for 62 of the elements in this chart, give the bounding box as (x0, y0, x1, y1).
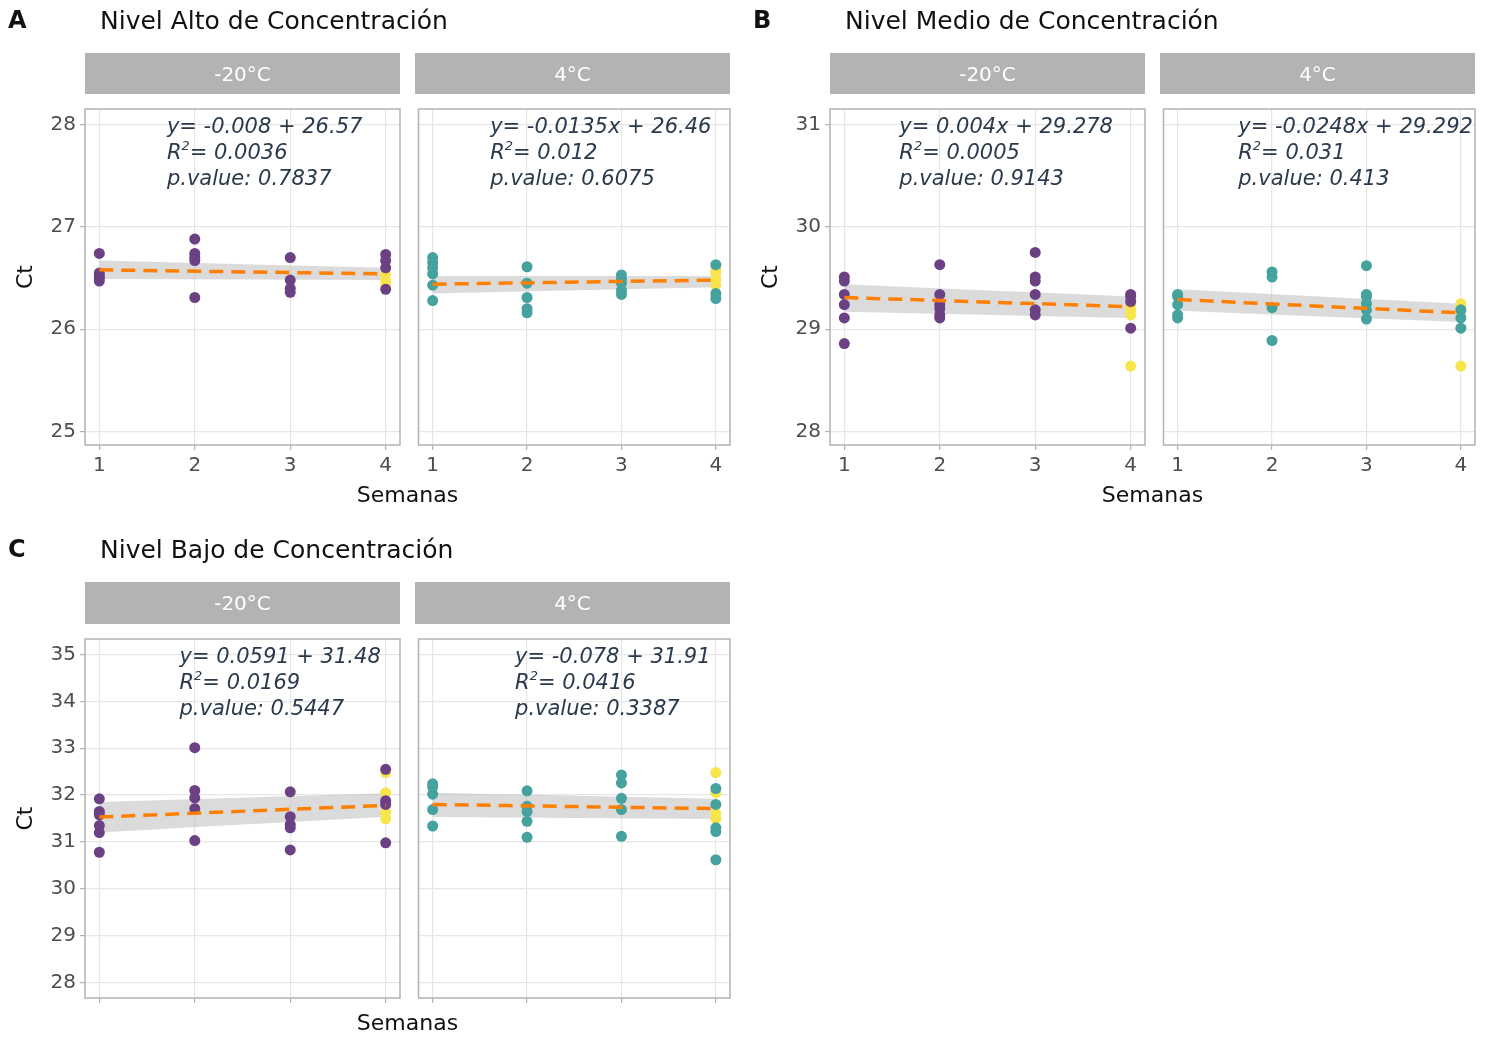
x-axis-title: Semanas (356, 482, 459, 507)
chart-subtitle: 4°C (415, 53, 730, 94)
x-tick-label: 1 (837, 452, 851, 477)
y-tick-label: 31 (50, 828, 76, 853)
y-tick-label: 32 (50, 781, 76, 806)
chart-subtitle: 4°C (415, 582, 730, 624)
x-tick-label: 3 (1028, 452, 1042, 477)
x-tick-label: 3 (1360, 452, 1373, 477)
annotation: y= -0.008 + 26.57 (165, 114, 363, 138)
annotation: p.value: 0.3387 (514, 696, 681, 720)
annotation: y= -0.0248x + 29.292 (1237, 114, 1473, 138)
y-tick-label: 31 (795, 110, 821, 135)
x-tick-label: 3 (615, 452, 628, 477)
y-tick-label: 25 (50, 417, 76, 442)
y-tick-label: 27 (50, 213, 76, 238)
chart-subtitle: -20°C (830, 53, 1145, 94)
x-tick-label: 4 (1454, 452, 1468, 477)
chart-subtitle: 4°C (1160, 53, 1475, 94)
y-tick-label: 30 (50, 875, 76, 899)
chart-subtitle: -20°C (85, 53, 400, 94)
y-axis-title: Ct (756, 264, 782, 289)
annotation: p.value: 0.6075 (489, 166, 655, 190)
x-tick-label: 2 (520, 452, 534, 477)
y-tick-label: 26 (50, 315, 76, 340)
y-tick-label: 28 (795, 417, 821, 442)
y-tick-label: 29 (50, 921, 76, 946)
chart-subtitle: -20°C (85, 582, 400, 624)
y-tick-label: 29 (795, 315, 821, 340)
chart-title: Nivel Medio de Concentración (845, 6, 1219, 35)
y-tick-label: 28 (50, 968, 76, 993)
y-axis-title: Ct (11, 264, 37, 289)
annotation: y= 0.004x + 29.278 (898, 114, 1113, 138)
y-tick-label: 34 (50, 687, 76, 712)
text: B (753, 6, 772, 34)
x-axis-title: Semanas (1101, 482, 1204, 507)
x-tick-label: 1 (1171, 452, 1185, 477)
annotation: y= -0.0135x + 26.46 (489, 114, 712, 138)
y-tick-label: 30 (795, 213, 821, 238)
annotation: p.value: 0.9143 (898, 166, 1064, 190)
text: A (8, 6, 27, 34)
x-tick-label: 1 (426, 452, 440, 477)
annotation: p.value: 0.5447 (178, 696, 345, 720)
x-axis-title: Semanas (356, 1010, 459, 1035)
y-tick-label: 28 (50, 110, 76, 135)
x-tick-label: 3 (283, 452, 297, 477)
chart-title: Nivel Bajo de Concentración (100, 535, 454, 564)
x-tick-label: 4 (379, 452, 393, 477)
x-tick-label: 4 (1124, 452, 1138, 477)
y-tick-label: 35 (50, 640, 76, 665)
annotation: y= 0.0591 + 31.48 (178, 644, 381, 668)
annotation: p.value: 0.7837 (165, 166, 333, 190)
x-tick-label: 1 (92, 452, 106, 477)
x-tick-label: 2 (188, 452, 202, 477)
x-tick-label: 2 (933, 452, 947, 477)
y-tick-label: 33 (50, 734, 76, 759)
annotation: p.value: 0.413 (1237, 166, 1390, 190)
x-tick-label: 4 (709, 452, 723, 477)
x-tick-label: 2 (1265, 452, 1279, 477)
chart-title: Nivel Alto de Concentración (100, 6, 448, 35)
y-axis-title: Ct (11, 806, 37, 831)
text: C (8, 535, 26, 563)
annotation: y= -0.078 + 31.91 (514, 644, 711, 668)
